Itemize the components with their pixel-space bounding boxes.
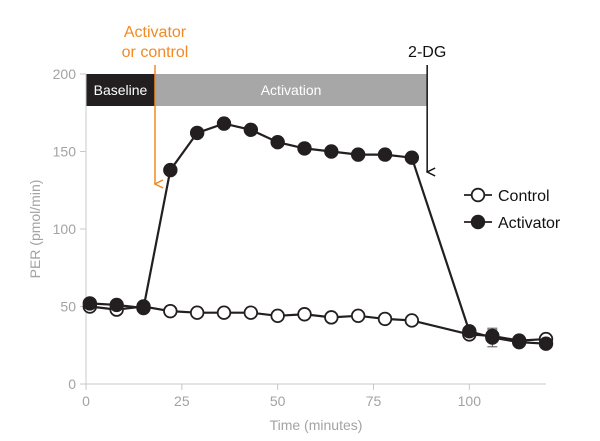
- activator-point: [270, 134, 285, 150]
- x-axis-title: Time (minutes): [270, 417, 363, 433]
- activator-point: [189, 125, 205, 141]
- x-tick-label: 100: [458, 393, 482, 409]
- legend-label-control: Control: [498, 188, 550, 205]
- activator-point: [377, 147, 393, 162]
- activator-point: [462, 324, 477, 339]
- activator-line: [89, 122, 547, 345]
- y-axis-title: PER (pmol/min): [27, 180, 43, 279]
- activator-point: [136, 300, 151, 316]
- control-point: [324, 310, 339, 325]
- x-tick-label: 0: [82, 393, 90, 409]
- axes: 0 50 100 150 200 0 25 50 75 100: [53, 66, 546, 409]
- control-point: [189, 305, 205, 320]
- control-point: [243, 305, 259, 320]
- control-line: [89, 305, 547, 342]
- data-series: [82, 116, 554, 351]
- control-point: [163, 303, 178, 319]
- x-tick-label: 75: [366, 393, 382, 409]
- annotation-text-0: Activator: [124, 24, 187, 41]
- control-point: [297, 307, 312, 322]
- legend: Control Activator: [464, 187, 561, 232]
- annotations: Activator or control 2-DG: [122, 24, 446, 184]
- activator-point: [82, 296, 98, 311]
- activator-point: [350, 147, 366, 162]
- band-0: [86, 74, 155, 106]
- y-tick-label: 100: [53, 221, 77, 237]
- band-label-0: Baseline: [94, 82, 148, 98]
- activator-point: [216, 116, 232, 131]
- control-point: [404, 313, 420, 328]
- phase-bands: Baseline Activation: [86, 74, 428, 106]
- activator-point: [538, 336, 554, 351]
- annotation-text-0: or control: [122, 44, 189, 61]
- x-tick-label: 25: [174, 393, 190, 409]
- band-label-1: Activation: [261, 82, 322, 98]
- legend-label-activator: Activator: [498, 215, 561, 232]
- x-tick-label: 50: [270, 393, 286, 409]
- activator-point: [404, 150, 420, 165]
- activator-point: [109, 297, 124, 313]
- activator-point: [324, 144, 339, 159]
- activator-point: [297, 141, 312, 156]
- control-point: [270, 308, 285, 324]
- activator-point: [485, 330, 500, 345]
- y-tick-label: 150: [53, 144, 77, 160]
- activator-point: [163, 162, 178, 178]
- activator-point: [511, 334, 527, 350]
- y-tick-label: 50: [60, 299, 76, 315]
- band-1: [155, 74, 428, 106]
- activator-point: [243, 122, 259, 138]
- control-point: [216, 305, 232, 320]
- control-point: [377, 311, 393, 327]
- legend-marker-control: [470, 187, 486, 203]
- y-tick-label: 0: [68, 376, 76, 392]
- annotation-text-1: 2-DG: [408, 44, 446, 61]
- y-tick-label: 200: [53, 66, 77, 82]
- control-point: [350, 308, 366, 324]
- legend-marker-activator: [470, 214, 486, 230]
